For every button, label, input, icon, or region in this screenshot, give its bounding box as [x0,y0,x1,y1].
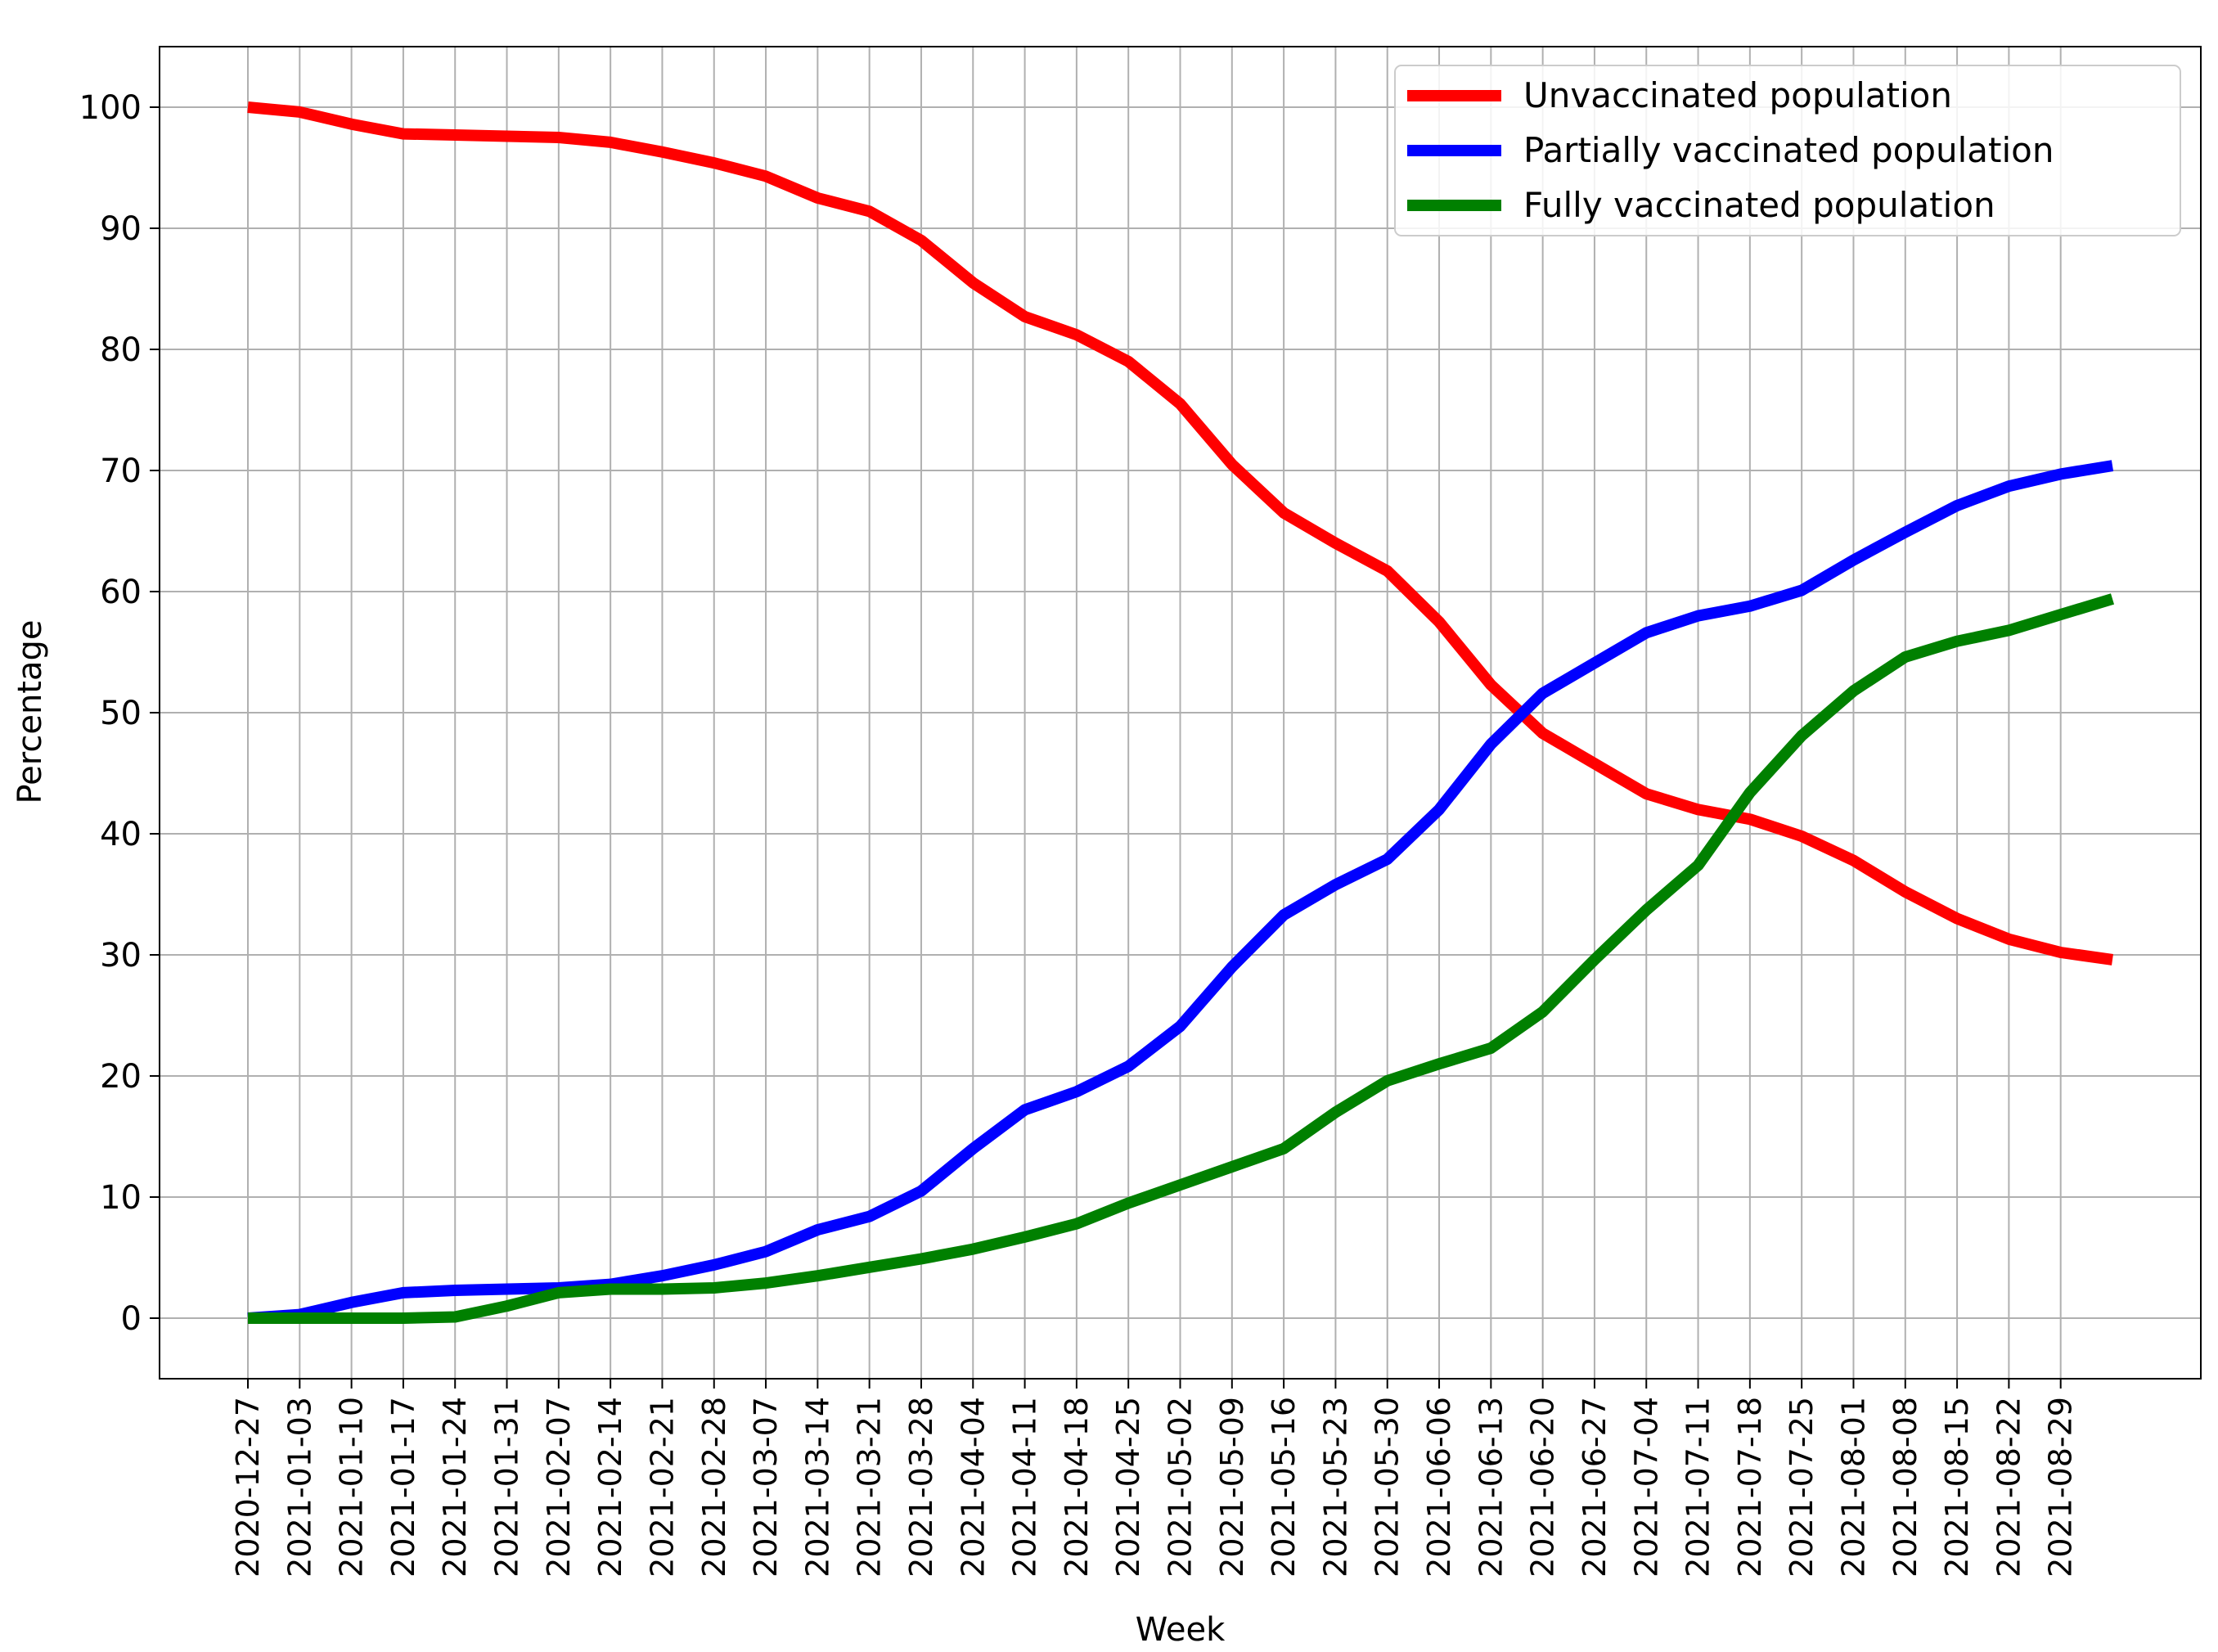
y-tick-label: 80 [100,331,142,369]
legend-label: Partially vaccinated population [1523,130,2054,170]
y-axis-label: Percentage [11,619,49,803]
x-tick-label: 2021-08-29 [2043,1397,2079,1578]
series-line-1 [247,101,2113,966]
legend: Unvaccinated population Partially vaccina… [1394,65,2181,236]
x-tick-label: 2021-04-11 [1007,1397,1043,1578]
y-tick-label: 40 [100,816,142,853]
y-axis-ticks: 0 10 20 30 40 50 60 70 80 90 100 [79,89,160,1338]
y-tick-label: 30 [100,937,142,975]
x-tick-label: 2021-01-17 [385,1397,421,1578]
series-lines [247,101,2115,1324]
x-tick-label: 2021-01-31 [489,1397,525,1578]
x-tick-label: 2021-05-02 [1163,1397,1199,1578]
y-tick-label: 50 [100,695,142,732]
legend-box [1394,65,2181,236]
x-tick-label: 2021-01-03 [281,1397,317,1578]
y-tick-label: 90 [100,210,142,248]
y-tick-label: 100 [79,89,142,127]
x-tick-label: 2020-12-27 [230,1397,266,1578]
x-tick-label: 2021-08-22 [1991,1397,2027,1578]
x-tick-label: 2021-07-04 [1628,1397,1664,1578]
legend-label: Fully vaccinated population [1523,185,1995,225]
y-tick-label: 0 [121,1300,142,1338]
x-tick-label: 2021-07-11 [1680,1397,1716,1578]
x-tick-label: 2021-04-25 [1110,1397,1146,1578]
x-tick-label: 2021-01-10 [334,1397,370,1578]
x-tick-label: 2021-01-24 [437,1397,473,1578]
x-tick-label: 2021-02-14 [592,1397,628,1578]
x-tick-label: 2021-06-13 [1473,1397,1509,1578]
x-axis-label: Week [1136,1611,1226,1649]
x-tick-label: 2021-05-30 [1370,1397,1406,1578]
x-tick-label: 2021-02-21 [644,1397,680,1578]
x-tick-label: 2021-07-18 [1732,1397,1768,1578]
y-tick-label: 10 [100,1179,142,1217]
x-tick-label: 2021-06-27 [1577,1397,1613,1578]
x-tick-label: 2021-06-20 [1525,1397,1561,1578]
x-tick-label: 2021-04-18 [1059,1397,1095,1578]
y-tick-label: 20 [100,1058,142,1096]
x-tick-label: 2021-03-28 [903,1397,939,1578]
x-tick-label: 2021-05-23 [1317,1397,1353,1578]
y-tick-label: 60 [100,574,142,611]
x-tick-label: 2021-07-25 [1784,1397,1820,1578]
x-tick-label: 2021-08-08 [1887,1397,1923,1578]
x-tick-label: 2021-04-04 [955,1397,991,1578]
y-tick-label: 70 [100,452,142,490]
x-tick-label: 2021-02-07 [541,1397,577,1578]
legend-label: Unvaccinated population [1523,75,1952,115]
series-line-3 [248,593,2115,1324]
grid-lines [160,47,2201,1379]
x-tick-label: 2021-05-16 [1266,1397,1302,1578]
x-tick-label: 2021-05-09 [1214,1397,1250,1578]
x-tick-label: 2021-08-15 [1939,1397,1975,1578]
x-tick-label: 2021-06-06 [1421,1397,1457,1578]
x-axis-ticks: 2020-12-27 2021-01-03 2021-01-10 2021-01-17… [230,1379,2079,1578]
x-tick-label: 2021-08-01 [1835,1397,1871,1578]
x-tick-label: 2021-02-28 [696,1397,732,1578]
x-tick-label: 2021-03-21 [852,1397,888,1578]
x-tick-label: 2021-03-07 [748,1397,784,1578]
x-tick-label: 2021-03-14 [799,1397,835,1578]
